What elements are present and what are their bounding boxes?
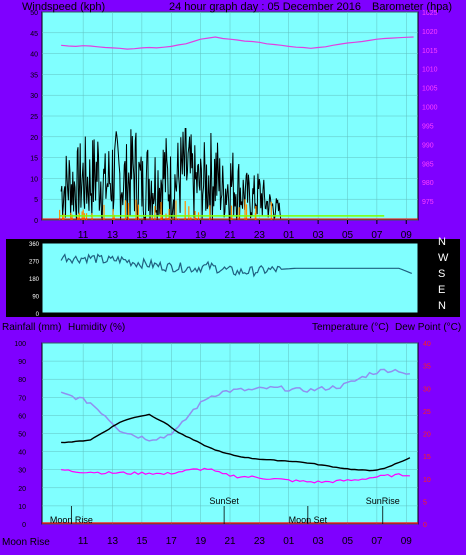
dewpoint-line xyxy=(61,467,410,484)
wind-tick-label: 50 xyxy=(30,10,38,17)
wind-tick-label: 15 xyxy=(30,156,38,163)
temperature-tick-label: 30 xyxy=(423,386,431,393)
time-tick-label: 11 xyxy=(78,230,89,241)
direction-tick-label: 90 xyxy=(32,295,39,301)
temperature-tick-label: 0 xyxy=(423,522,427,529)
humidity-tick-label: 50 xyxy=(18,432,26,439)
wind-tick-label: 45 xyxy=(30,31,38,38)
temperature-tick-label: 40 xyxy=(423,341,431,348)
barometer-axis-title: Barometer (hpa) xyxy=(372,1,452,13)
pressure-tick-label: 1015 xyxy=(422,48,438,55)
wind-tick-label: 20 xyxy=(30,135,38,142)
dewpoint-axis-title: Dew Point (°C) xyxy=(395,322,461,333)
humidity-line xyxy=(60,368,410,442)
humidity-tick-label: 90 xyxy=(18,359,26,366)
direction-tick-label: 0 xyxy=(36,312,40,318)
chart-title: 24 hour graph day : 05 December 2016 xyxy=(169,1,361,13)
pressure-tick-label: 990 xyxy=(422,142,434,149)
temperature-axis-title: Temperature (°C) xyxy=(312,322,389,333)
time-tick-label: 13 xyxy=(107,536,119,547)
time-tick-label: 19 xyxy=(195,536,207,547)
pressure-tick-label: 980 xyxy=(422,180,434,187)
moonrise-marker-label: Moon Rise xyxy=(50,515,93,525)
sunrise-marker-label: SunRise xyxy=(366,496,400,506)
direction-label-s: S xyxy=(438,268,445,280)
sunset-marker-label: SunSet xyxy=(209,496,239,506)
time-tick-label: 07 xyxy=(371,536,383,547)
temperature-tick-label: 25 xyxy=(423,409,431,416)
pressure-tick-label: 1020 xyxy=(422,29,438,36)
direction-tick-label: 270 xyxy=(29,260,40,266)
direction-tick-label: 180 xyxy=(29,277,40,283)
wind-tick-label: 25 xyxy=(30,114,38,121)
time-tick-label: 01 xyxy=(283,536,295,547)
time-tick-label: 17 xyxy=(166,230,178,241)
wind-tick-label: 40 xyxy=(30,52,38,59)
time-tick-label: 13 xyxy=(107,230,119,241)
humidity-tick-label: 70 xyxy=(18,395,26,402)
direction-label-n: N xyxy=(438,300,446,312)
pressure-tick-label: 1025 xyxy=(422,10,438,17)
time-tick-label: 15 xyxy=(136,230,148,241)
pressure-tick-label: 975 xyxy=(422,199,434,206)
pressure-tick-label: 1010 xyxy=(422,67,438,74)
time-tick-label: 19 xyxy=(195,230,207,241)
temperature-tick-label: 15 xyxy=(423,454,431,461)
humidity-tick-label: 10 xyxy=(18,504,26,511)
humidity-tick-label: 20 xyxy=(18,486,26,493)
temperature-tick-label: 10 xyxy=(423,477,431,484)
time-tick-label: 09 xyxy=(401,536,413,547)
humidity-tick-label: 60 xyxy=(18,413,26,420)
humidity-tick-label: 0 xyxy=(22,522,26,529)
windspeed-axis-title: Windspeed (kph) xyxy=(22,1,105,13)
temperature-tick-label: 20 xyxy=(423,432,431,439)
time-tick-label: 07 xyxy=(371,230,383,241)
time-tick-label: 05 xyxy=(342,230,354,241)
time-tick-label: 17 xyxy=(166,536,178,547)
wind-tick-label: 30 xyxy=(30,93,38,100)
pressure-tick-label: 1005 xyxy=(422,86,438,93)
wind-tick-label: 35 xyxy=(30,72,38,79)
barometer-line xyxy=(61,36,414,50)
time-tick-label: 21 xyxy=(224,536,236,547)
time-tick-label: 03 xyxy=(313,230,325,241)
wind-direction-line xyxy=(60,253,413,278)
windspeed-line xyxy=(60,128,282,222)
wind-tick-label: 5 xyxy=(34,197,38,204)
time-tick-label: 01 xyxy=(283,230,295,241)
time-tick-label: 03 xyxy=(313,536,325,547)
moonset-marker-label: Moon Set xyxy=(289,515,328,525)
temperature-tick-label: 5 xyxy=(423,499,427,506)
time-tick-label: 09 xyxy=(401,230,413,241)
humidity-tick-label: 40 xyxy=(18,450,26,457)
time-tick-label: 05 xyxy=(342,536,354,547)
direction-label-w: W xyxy=(438,252,449,264)
pressure-tick-label: 1000 xyxy=(422,105,438,112)
rainfall-axis-title: Rainfall (mm) xyxy=(2,322,61,333)
direction-label-e: E xyxy=(438,284,445,296)
wind-tick-label: 10 xyxy=(30,176,38,183)
time-tick-label: 11 xyxy=(78,536,89,547)
direction-label-n: N xyxy=(438,236,446,248)
time-tick-label: 23 xyxy=(254,536,266,547)
humidity-tick-label: 80 xyxy=(18,377,26,384)
time-tick-label: 15 xyxy=(136,536,148,547)
time-tick-label: 21 xyxy=(224,230,236,241)
direction-plot-area xyxy=(41,242,419,314)
pressure-tick-label: 995 xyxy=(422,123,434,130)
temperature-line xyxy=(61,413,411,472)
temperature-tick-label: 35 xyxy=(423,364,431,371)
pressure-tick-label: 985 xyxy=(422,161,434,168)
wind-tick-label: 0 xyxy=(34,218,38,225)
humidity-axis-title: Humidity (%) xyxy=(68,322,125,333)
humidity-tick-label: 30 xyxy=(18,468,26,475)
moonrise-bottom-label: Moon Rise xyxy=(2,537,50,548)
time-tick-label: 23 xyxy=(254,230,266,241)
humidity-tick-label: 100 xyxy=(14,341,26,348)
direction-tick-label: 360 xyxy=(29,242,40,248)
